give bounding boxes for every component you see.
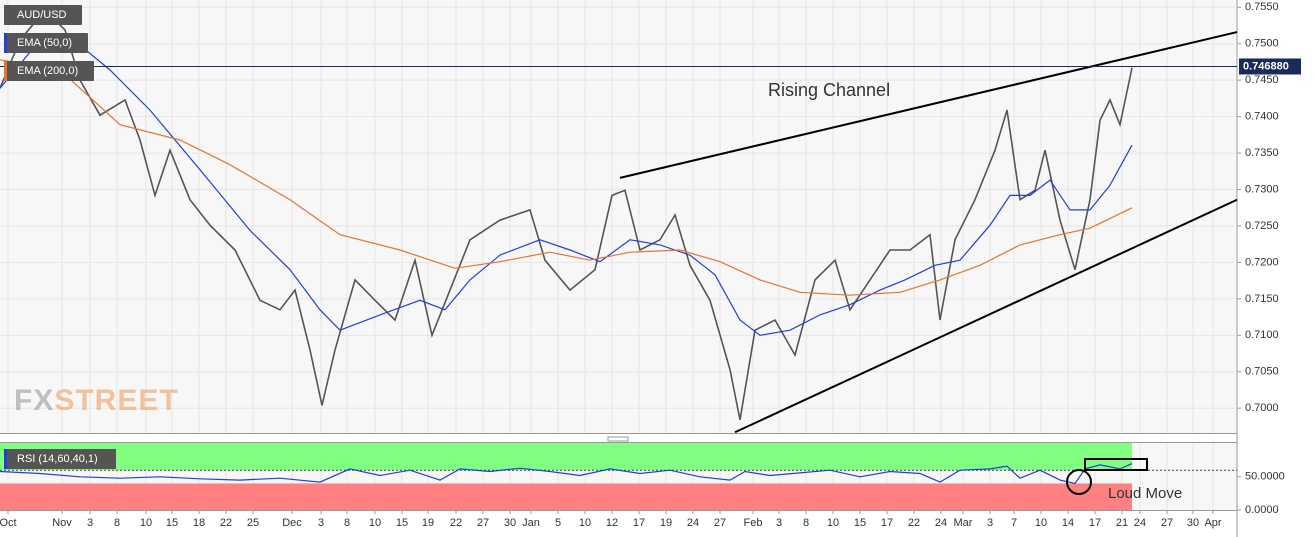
x-tick-label: 22 xyxy=(220,517,232,529)
x-tick-label: Oct xyxy=(0,517,17,529)
annotation: Rising Channel xyxy=(768,80,890,100)
watermark-fx: FX xyxy=(14,384,54,417)
x-tick-label: 30 xyxy=(504,517,516,529)
x-tick-label: 30 xyxy=(1187,517,1199,529)
y-tick-label: 0.7300 xyxy=(1245,183,1279,195)
legend-box xyxy=(4,5,82,25)
legend-box xyxy=(4,61,94,81)
y-tick-label: 0.7500 xyxy=(1245,38,1279,50)
legend-label: EMA (50,0) xyxy=(17,37,72,49)
x-tick-label: Nov xyxy=(52,517,72,529)
trendline xyxy=(734,198,1238,434)
x-tick-label: 17 xyxy=(881,517,893,529)
legend-box xyxy=(4,449,116,469)
annotation: Loud Move xyxy=(1108,485,1182,502)
y-tick-label: 0.7550 xyxy=(1245,1,1279,13)
watermark-street: STREET xyxy=(54,384,178,417)
x-tick-label: 24 xyxy=(1134,517,1146,529)
x-tick-label: 17 xyxy=(1089,517,1101,529)
x-tick-label: 15 xyxy=(854,517,866,529)
legend-swatch xyxy=(4,5,7,25)
x-tick-label: 7 xyxy=(1011,517,1017,529)
x-tick-label: 10 xyxy=(369,517,381,529)
y-tick-label: 0.7000 xyxy=(1245,402,1279,414)
x-tick-label: 8 xyxy=(114,517,120,529)
y-tick-label: 0.7400 xyxy=(1245,111,1279,123)
y-tick-label: 0.0000 xyxy=(1245,504,1279,516)
trendline xyxy=(619,31,1238,179)
marks xyxy=(0,9,1238,510)
x-tick-label: 10 xyxy=(579,517,591,529)
x-tick-label: 19 xyxy=(422,517,434,529)
x-tick-label: 14 xyxy=(1062,517,1074,529)
x-tick-label: 10 xyxy=(1035,517,1047,529)
legend-box xyxy=(4,33,88,53)
x-tick-label: 3 xyxy=(987,517,993,529)
y-tick-label: 0.7350 xyxy=(1245,147,1279,159)
x-tick-label: 3 xyxy=(318,517,324,529)
x-tick-label: 3 xyxy=(776,517,782,529)
series-line xyxy=(0,463,1133,485)
legend-swatch xyxy=(4,61,7,81)
y-tick-label: 0.7250 xyxy=(1245,220,1279,232)
x-tick-label: 8 xyxy=(803,517,809,529)
series-line xyxy=(0,39,1133,336)
y-tick-label: 0.7200 xyxy=(1245,256,1279,268)
resize-handle xyxy=(607,436,629,442)
x-tick-label: 19 xyxy=(660,517,672,529)
oversold-band xyxy=(0,483,1132,510)
x-tick-label: Mar xyxy=(954,517,973,529)
x-tick-label: 27 xyxy=(714,517,726,529)
x-tick-label: 27 xyxy=(477,517,489,529)
series-line xyxy=(0,59,1133,296)
current-price-box xyxy=(1239,58,1301,75)
x-tick-label: 10 xyxy=(827,517,839,529)
y-tick-label: 0.7150 xyxy=(1245,293,1279,305)
y-tick-label: 0.7450 xyxy=(1245,74,1279,86)
x-tick-label: Apr xyxy=(1204,517,1221,529)
y-tick-label: 0.7100 xyxy=(1245,329,1279,341)
x-tick-label: 15 xyxy=(396,517,408,529)
x-tick-label: 17 xyxy=(633,517,645,529)
x-tick-label: 24 xyxy=(687,517,699,529)
x-tick-label: 8 xyxy=(344,517,350,529)
series-line xyxy=(0,9,1133,421)
x-tick-label: 12 xyxy=(606,517,618,529)
overbought-band xyxy=(0,443,1132,471)
x-tick-label: 25 xyxy=(247,517,259,529)
x-tick-label: 3 xyxy=(87,517,93,529)
highlight-circle xyxy=(1066,469,1092,495)
legend-label: EMA (200,0) xyxy=(17,65,78,77)
x-tick-label: 10 xyxy=(140,517,152,529)
legend-label: AUD/USD xyxy=(17,9,67,21)
grid xyxy=(0,0,1237,514)
x-tick-label: Feb xyxy=(744,517,763,529)
highlight-box xyxy=(1084,458,1148,471)
x-tick-label: 21 xyxy=(1116,517,1128,529)
legend-swatch xyxy=(4,449,7,469)
legend-label: RSI (14,60,40,1) xyxy=(17,453,98,465)
x-tick-label: Dec xyxy=(282,517,302,529)
legend-swatch xyxy=(4,33,7,53)
current-price-label: 0.746880 xyxy=(1243,60,1289,72)
x-tick-label: 22 xyxy=(908,517,920,529)
x-tick-label: Jan xyxy=(522,517,540,529)
y-tick-label: 50.0000 xyxy=(1245,471,1285,483)
x-tick-label: 24 xyxy=(935,517,947,529)
x-tick-label: 5 xyxy=(555,517,561,529)
legend: AUD/USD EMA (50,0) EMA (200,0) RSI (14,60,4… xyxy=(4,5,116,469)
price-panel xyxy=(0,0,1237,433)
x-tick-label: 15 xyxy=(166,517,178,529)
watermark: FXSTREET xyxy=(14,384,179,417)
y-tick-label: 0.7050 xyxy=(1245,366,1279,378)
x-tick-label: 27 xyxy=(1161,517,1173,529)
x-tick-label: 22 xyxy=(450,517,462,529)
x-tick-label: 18 xyxy=(193,517,205,529)
